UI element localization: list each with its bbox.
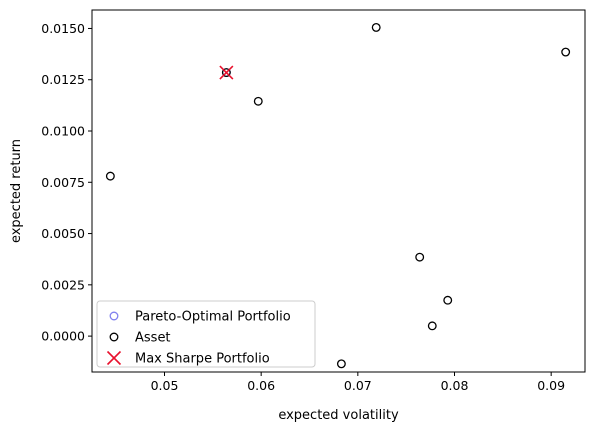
legend-box xyxy=(96,300,316,368)
legend-marker-asset xyxy=(109,332,119,342)
asset-point xyxy=(253,96,263,106)
y-tick-label: 0.0100 xyxy=(41,124,85,139)
y-tick-label: 0.0125 xyxy=(41,72,85,87)
x-stroke xyxy=(219,65,234,80)
y-axis-ticks: 0.0000 0.0025 0.0050 0.0075 0.0100 0.0125 0.01… xyxy=(41,21,92,344)
series-asset xyxy=(105,22,571,369)
asset-point xyxy=(415,252,425,262)
asset-point xyxy=(105,171,115,181)
plot-frame xyxy=(91,9,586,373)
x-axis-label: expected volatility xyxy=(278,408,399,423)
y-axis-label: expected return xyxy=(9,139,24,243)
x-tick-label: 0.07 xyxy=(344,378,372,393)
plot-marks xyxy=(105,22,571,369)
legend-label-pareto-optimal-portfolio: Pareto-Optimal Portfolio xyxy=(135,310,291,325)
legend-marker-max-sharpe-portfolio xyxy=(106,350,122,366)
legend-marker-pareto-optimal-portfolio xyxy=(109,311,119,321)
y-tick-label: 0.0050 xyxy=(41,226,85,241)
asset-point xyxy=(336,359,346,369)
asset-point xyxy=(427,321,437,331)
x-tick-label: 0.06 xyxy=(247,378,275,393)
series-max-sharpe-portfolio xyxy=(219,65,234,80)
y-tick-label: 0.0150 xyxy=(41,21,85,36)
y-tick-label: 0.0075 xyxy=(41,175,85,190)
max-sharpe-portfolio-point xyxy=(219,65,234,80)
asset-point xyxy=(443,295,453,305)
x-stroke xyxy=(106,350,122,366)
asset-point xyxy=(371,22,381,32)
legend-label-asset: Asset xyxy=(135,331,171,346)
x-tick-label: 0.08 xyxy=(441,378,469,393)
y-tick-label: 0.0000 xyxy=(41,329,85,344)
asset-point xyxy=(221,68,231,78)
x-tick-label: 0.09 xyxy=(537,378,565,393)
x-tick-label: 0.05 xyxy=(151,378,179,393)
legend: Pareto-Optimal Portfolio Asset Max Sharpe … xyxy=(96,300,316,368)
x-axis-ticks: 0.05 0.06 0.07 0.08 0.09 xyxy=(151,372,565,393)
legend-label-max-sharpe-portfolio: Max Sharpe Portfolio xyxy=(135,352,270,367)
asset-point xyxy=(561,47,571,57)
y-tick-label: 0.0025 xyxy=(41,277,85,292)
